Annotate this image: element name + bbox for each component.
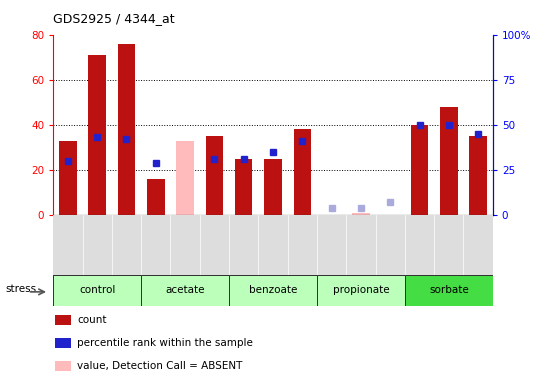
Bar xyxy=(118,44,136,215)
Text: stress: stress xyxy=(6,284,36,294)
Text: GDS2925 / 4344_at: GDS2925 / 4344_at xyxy=(53,12,175,25)
Bar xyxy=(405,275,493,306)
Bar xyxy=(376,215,405,275)
Bar xyxy=(59,141,77,215)
Text: value, Detection Call = ABSENT: value, Detection Call = ABSENT xyxy=(77,361,242,371)
Bar xyxy=(317,215,346,275)
Bar xyxy=(434,215,464,275)
Bar xyxy=(317,275,405,306)
Bar xyxy=(229,275,317,306)
Text: propionate: propionate xyxy=(333,285,389,295)
Bar xyxy=(88,55,106,215)
Bar xyxy=(55,338,71,348)
Bar xyxy=(229,215,258,275)
Bar xyxy=(170,215,200,275)
Bar xyxy=(258,35,288,215)
Bar xyxy=(82,35,112,215)
Text: acetate: acetate xyxy=(165,285,205,295)
Bar xyxy=(293,129,311,215)
Bar xyxy=(55,315,71,326)
Bar xyxy=(170,35,200,215)
Text: sorbate: sorbate xyxy=(429,285,469,295)
Bar xyxy=(464,215,493,275)
Bar xyxy=(53,215,82,275)
Bar xyxy=(112,215,141,275)
Text: count: count xyxy=(77,315,107,325)
Bar xyxy=(200,215,229,275)
Bar xyxy=(264,159,282,215)
Bar xyxy=(141,215,170,275)
Bar xyxy=(346,215,376,275)
Bar xyxy=(206,136,223,215)
Bar xyxy=(405,215,434,275)
Bar xyxy=(405,215,434,275)
Bar xyxy=(376,215,405,275)
Bar xyxy=(288,35,317,215)
Bar xyxy=(434,215,464,275)
Bar xyxy=(235,159,253,215)
Bar xyxy=(147,179,165,215)
Bar xyxy=(352,213,370,215)
Bar xyxy=(288,215,317,275)
Text: benzoate: benzoate xyxy=(249,285,297,295)
Bar xyxy=(464,35,493,215)
Bar xyxy=(112,215,141,275)
Bar xyxy=(464,215,493,275)
Bar xyxy=(410,125,428,215)
Bar xyxy=(258,215,288,275)
Bar xyxy=(112,35,141,215)
Bar xyxy=(200,215,229,275)
Bar xyxy=(200,35,229,215)
Bar xyxy=(405,35,434,215)
Bar xyxy=(469,136,487,215)
Bar xyxy=(317,35,346,215)
Bar xyxy=(346,215,376,275)
Bar xyxy=(170,215,200,275)
Bar xyxy=(434,35,464,215)
Bar xyxy=(53,35,82,215)
Bar xyxy=(55,361,71,371)
Bar xyxy=(82,215,112,275)
Bar xyxy=(141,215,170,275)
Bar xyxy=(229,215,258,275)
Bar xyxy=(317,215,346,275)
Bar xyxy=(53,275,141,306)
Bar xyxy=(53,215,82,275)
Text: percentile rank within the sample: percentile rank within the sample xyxy=(77,338,253,348)
Bar xyxy=(176,141,194,215)
Bar xyxy=(376,35,405,215)
Bar xyxy=(258,215,288,275)
Text: control: control xyxy=(79,285,115,295)
Bar xyxy=(229,35,258,215)
Bar xyxy=(288,215,317,275)
Bar xyxy=(141,35,170,215)
Bar xyxy=(440,107,458,215)
Bar xyxy=(82,215,112,275)
Bar xyxy=(346,35,376,215)
Bar xyxy=(141,275,229,306)
